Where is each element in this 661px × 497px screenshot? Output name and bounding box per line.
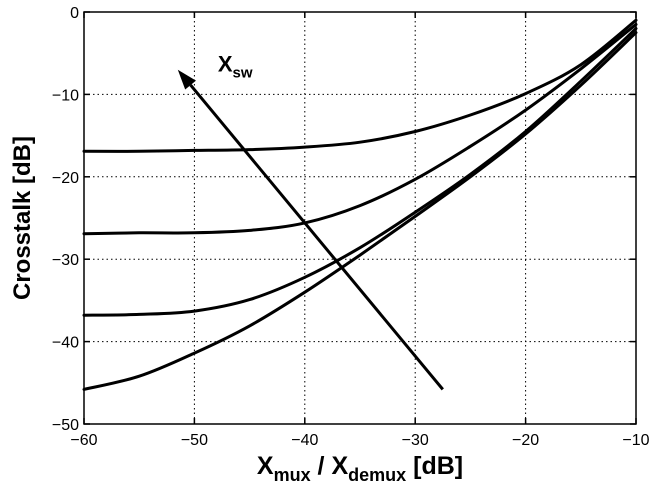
series-line-2 [82,22,638,236]
x-axis-label-main1: X [257,452,274,480]
x-tick-label: −60 [70,432,97,449]
annotation-label-xsw: Xsw [218,52,253,82]
x-tick-label: −40 [291,432,318,449]
y-tick-label: −50 [52,417,79,434]
x-axis-label-sub1: mux [274,465,311,485]
xsw-annotation [177,69,444,391]
x-tick-label: −50 [181,432,208,449]
x-tick-label: −20 [512,432,539,449]
grid-lines [84,12,636,424]
annotation-arrow-head [177,69,196,90]
x-axis-label-main2: X [331,452,348,480]
x-axis-label-unit: [dB] [406,452,463,480]
y-tick-label: −10 [52,87,79,104]
y-tick-label: 0 [70,5,79,22]
series-line-1 [82,18,638,153]
y-axis-label: Crosstalk [dB] [9,136,36,300]
x-axis-label: Xmux / Xdemux [dB] [257,452,463,485]
series-lines [82,18,638,391]
axis-ticks: −60 −50 −40 −30 −20 −10−50−40−30−20−100 [52,5,650,449]
x-tick-label: −10 [622,432,649,449]
series-line-3 [82,27,638,317]
annotation-label-main: X [218,52,233,77]
y-tick-label: −20 [52,170,79,187]
y-tick-label: −40 [52,335,79,352]
x-tick-label: −30 [402,432,429,449]
x-axis-label-sep: / [311,452,332,480]
y-tick-label: −30 [52,252,79,269]
annotation-label-sub: sw [233,65,253,82]
x-axis-label-sub2: demux [348,465,406,485]
annotation-arrow-shaft [189,84,444,391]
plot-area-frame [83,11,637,425]
series-line-4 [82,31,638,391]
